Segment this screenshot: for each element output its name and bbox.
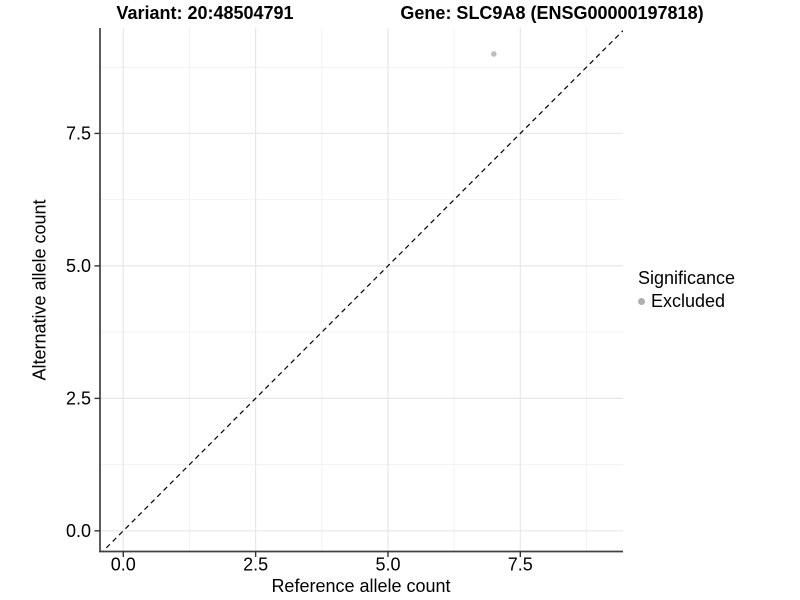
- plot-title-gene: Gene: SLC9A8 (ENSG00000197818): [400, 3, 704, 23]
- legend-item-excluded: Excluded: [638, 291, 735, 312]
- axis-ticks: [94, 132, 522, 557]
- plot-title-variant: Variant: 20:48504791: [116, 3, 294, 23]
- y-tick-label: 7.5: [66, 123, 91, 143]
- x-axis-title: Reference allele count: [271, 576, 451, 596]
- data-point: [491, 51, 497, 57]
- y-tick-label: 5.0: [66, 256, 91, 276]
- x-tick-label: 5.0: [375, 555, 400, 575]
- legend: Significance Excluded: [638, 268, 735, 312]
- legend-point-icon: [638, 298, 645, 305]
- grid-major: [100, 28, 623, 552]
- y-tick-label: 0.0: [66, 521, 91, 541]
- y-axis-title: Alternative allele count: [29, 199, 50, 381]
- y-tick-label: 2.5: [66, 388, 91, 408]
- legend-item-label: Excluded: [651, 291, 726, 311]
- tick-labels: 0.0 2.5 5.0 7.5 0.0 2.5 5.0 7.5: [66, 123, 533, 574]
- legend-title: Significance: [638, 268, 736, 288]
- x-tick-label: 0.0: [111, 555, 136, 575]
- x-tick-label: 2.5: [243, 555, 268, 575]
- grid-minor: [100, 28, 623, 552]
- identity-line: [101, 30, 623, 552]
- x-tick-label: 7.5: [508, 555, 533, 575]
